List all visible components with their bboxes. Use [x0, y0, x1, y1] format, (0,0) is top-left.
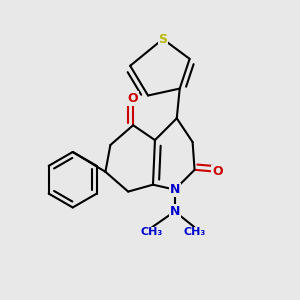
Text: N: N	[169, 183, 180, 196]
Text: S: S	[158, 32, 167, 46]
Text: CH₃: CH₃	[141, 227, 163, 237]
Text: CH₃: CH₃	[184, 227, 206, 237]
Text: O: O	[212, 165, 223, 178]
Text: N: N	[169, 205, 180, 218]
Text: O: O	[128, 92, 139, 105]
